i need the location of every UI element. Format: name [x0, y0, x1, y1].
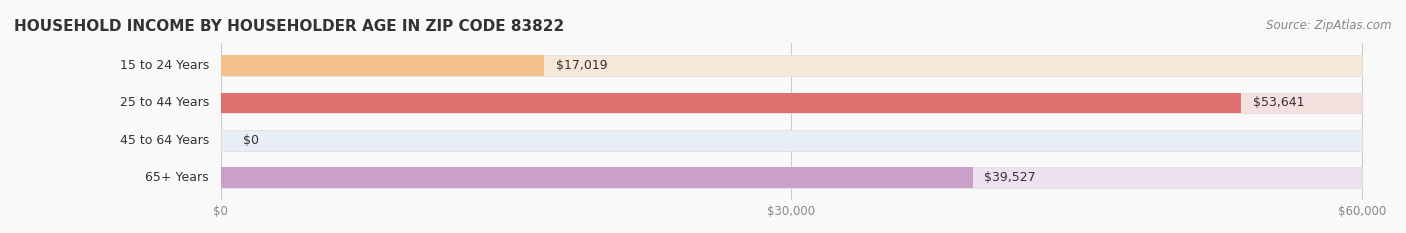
Bar	[221, 167, 1362, 188]
Text: $17,019: $17,019	[555, 59, 607, 72]
Text: 45 to 64 Years: 45 to 64 Years	[120, 134, 209, 147]
Bar	[221, 130, 1362, 151]
Bar	[221, 93, 1241, 113]
Bar	[221, 93, 1362, 113]
Text: $53,641: $53,641	[1253, 96, 1305, 109]
Text: Source: ZipAtlas.com: Source: ZipAtlas.com	[1267, 19, 1392, 32]
Text: $0: $0	[243, 134, 259, 147]
Text: 65+ Years: 65+ Years	[145, 171, 209, 184]
Bar	[221, 167, 973, 188]
Bar	[221, 55, 544, 76]
Text: 25 to 44 Years: 25 to 44 Years	[120, 96, 209, 109]
Text: HOUSEHOLD INCOME BY HOUSEHOLDER AGE IN ZIP CODE 83822: HOUSEHOLD INCOME BY HOUSEHOLDER AGE IN Z…	[14, 19, 564, 34]
Bar	[221, 55, 1362, 76]
Text: $39,527: $39,527	[984, 171, 1036, 184]
Text: 15 to 24 Years: 15 to 24 Years	[120, 59, 209, 72]
